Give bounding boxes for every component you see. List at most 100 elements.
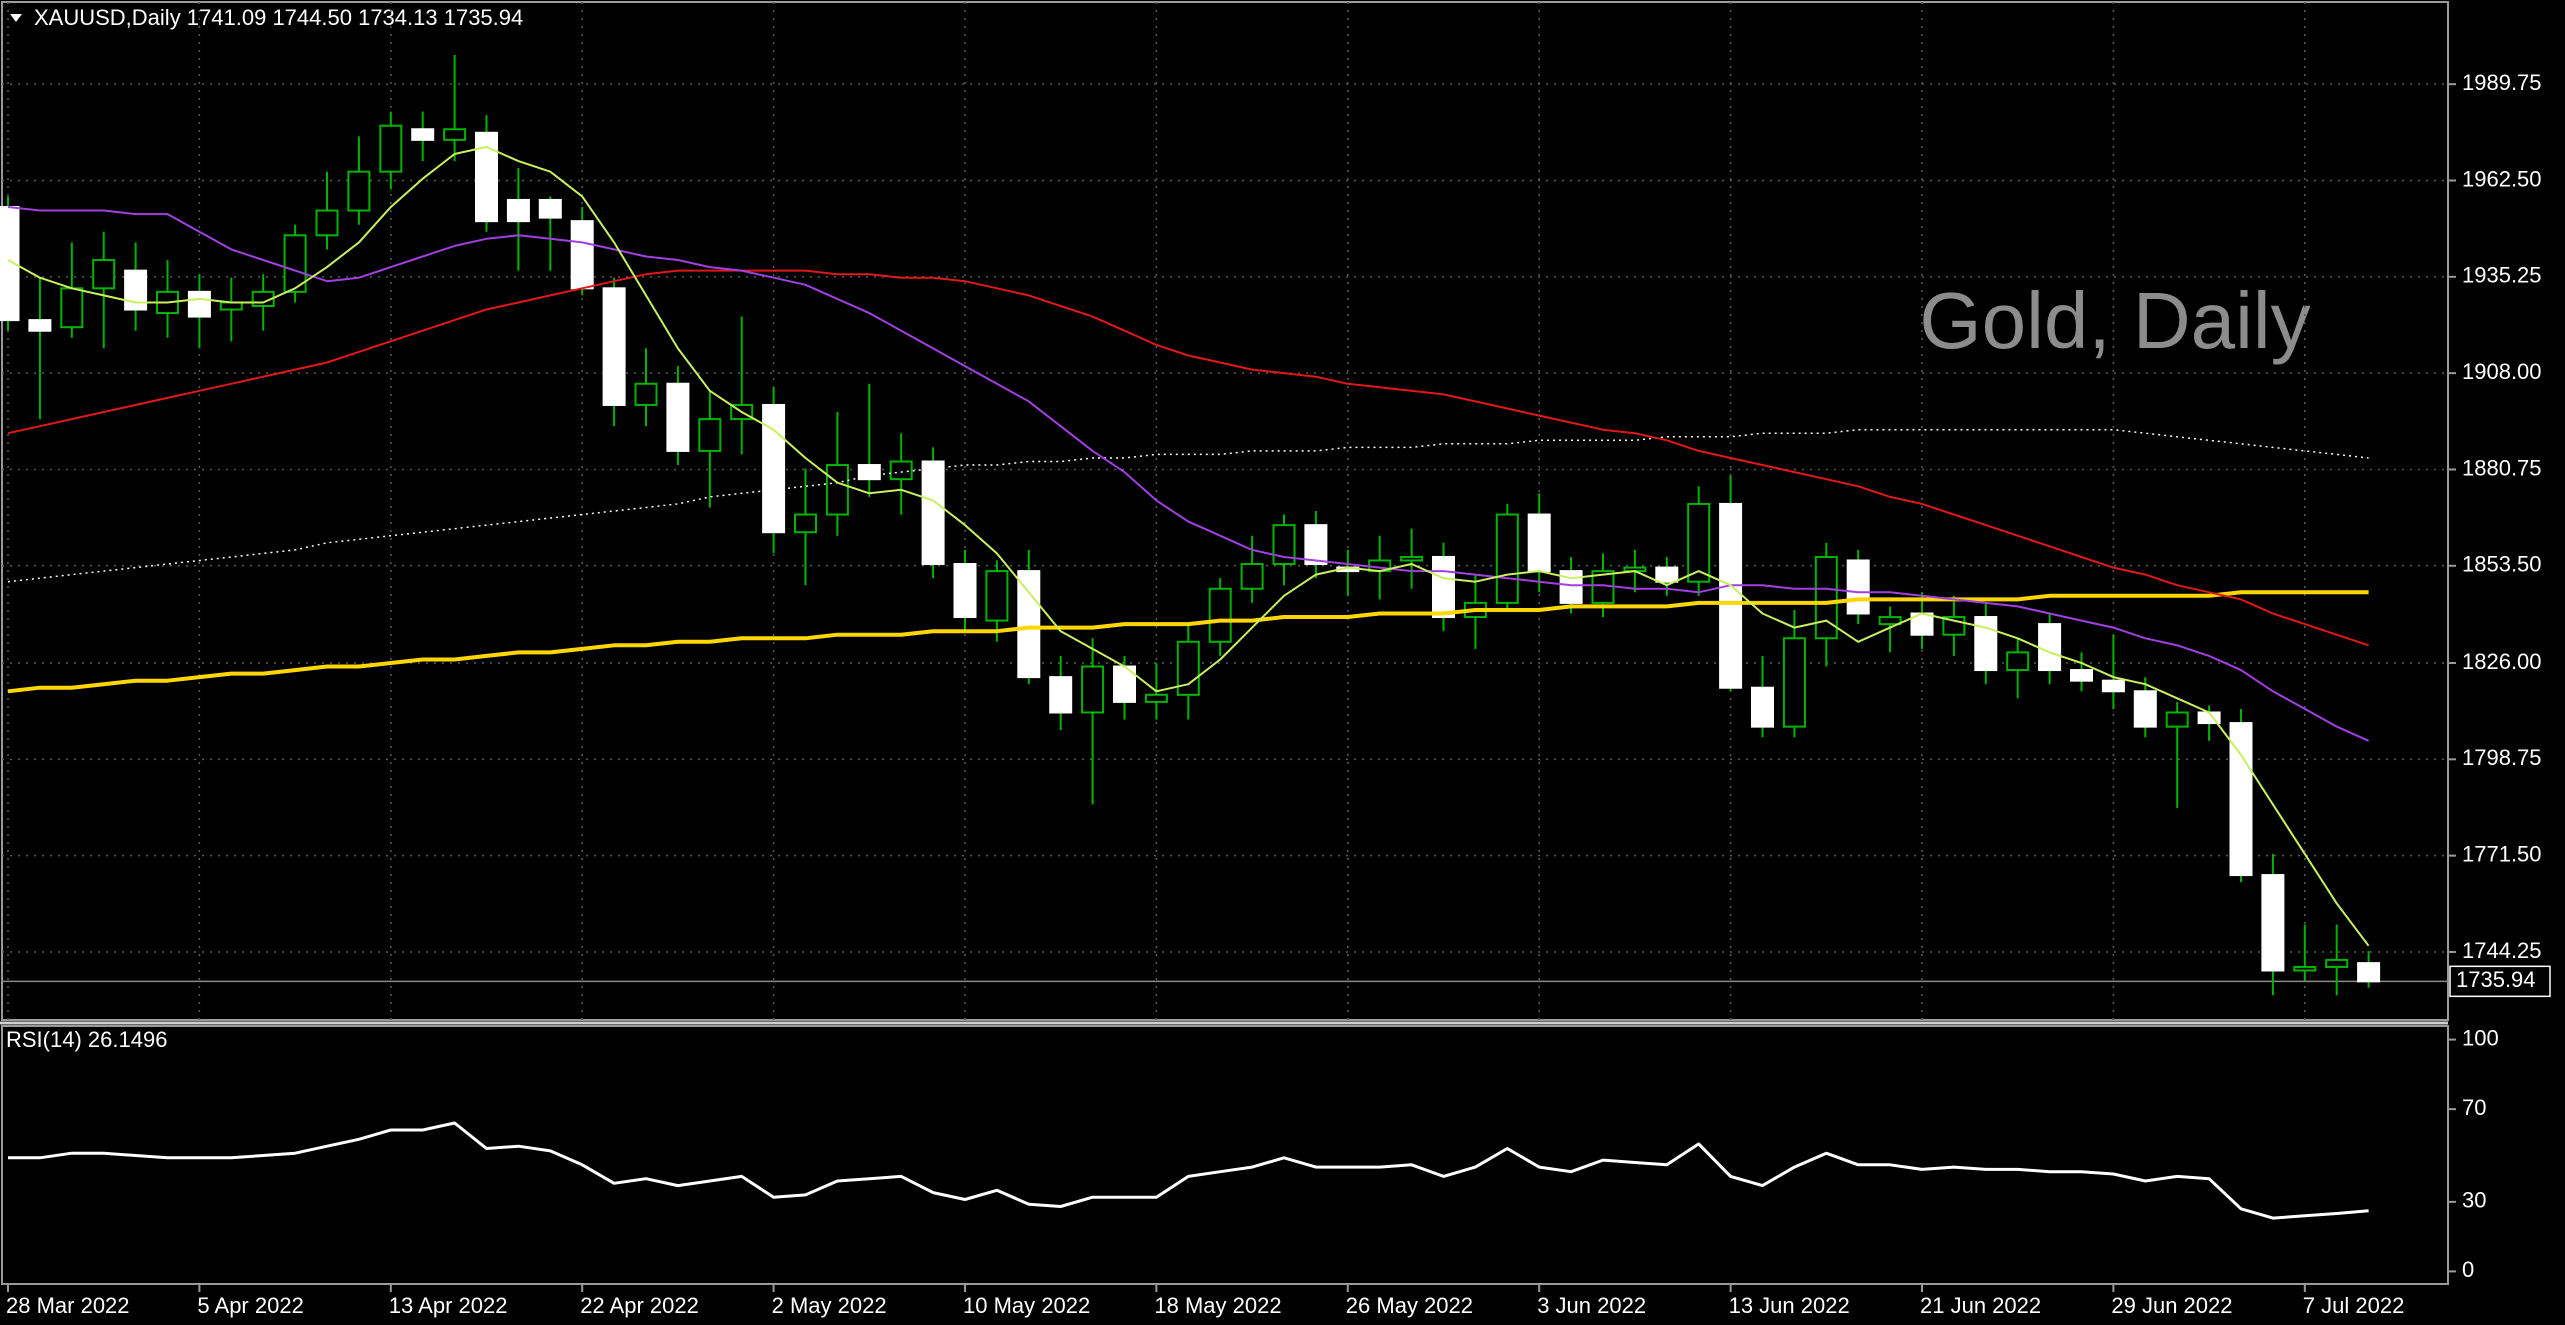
candle-body: [1719, 502, 1743, 689]
x-tick-label: 2 May 2022: [772, 1293, 887, 1318]
candle-body: [2070, 669, 2093, 682]
candle-body: [921, 460, 945, 566]
candle-body: [219, 301, 243, 311]
candle-body: [889, 460, 913, 481]
candle-body: [1049, 676, 1073, 714]
candle-body: [762, 403, 786, 534]
y-tick-label: 1771.50: [2462, 841, 2542, 866]
candle-body: [1176, 640, 1200, 696]
x-tick-label: 13 Apr 2022: [389, 1293, 508, 1318]
candle-body: [698, 418, 722, 452]
candle-body: [985, 570, 1009, 622]
candle-body: [634, 382, 658, 406]
candle-body: [1272, 524, 1296, 566]
candle-body: [1655, 566, 1679, 583]
candle-body: [187, 290, 211, 318]
x-tick-label: 29 Jun 2022: [2111, 1293, 2232, 1318]
moving-average-line: [7, 269, 2369, 647]
candle-body: [1814, 555, 1838, 640]
rsi-title: RSI(14) 26.1496: [6, 1027, 167, 1052]
candle-body: [379, 124, 403, 173]
candle-body: [124, 269, 148, 311]
y-tick-label: 0: [2462, 1257, 2474, 1282]
candle-body: [506, 198, 530, 223]
candle-body: [794, 513, 817, 534]
candle-body: [2038, 623, 2062, 672]
candle-body: [411, 128, 435, 141]
candle-body: [1559, 570, 1583, 604]
y-tick-label: 1935.25: [2462, 263, 2542, 288]
candle-body: [92, 259, 116, 290]
rsi-panel-frame: [1, 1025, 2449, 1285]
y-tick-label: 1826.00: [2462, 649, 2542, 674]
candle-body: [28, 319, 52, 332]
candle-body: [1878, 616, 1902, 626]
candle-body: [1304, 524, 1328, 566]
x-tick-label: 26 May 2022: [1346, 1293, 1473, 1318]
moving-average-line: [7, 428, 2369, 583]
x-tick-label: 21 Jun 2022: [1920, 1293, 2041, 1318]
y-tick-label: 1798.75: [2462, 745, 2542, 770]
candle-body: [2006, 651, 2030, 672]
candle-body: [60, 287, 84, 329]
candle-body: [1081, 665, 1105, 714]
candle-body: [315, 209, 339, 237]
x-tick-label: 13 Jun 2022: [1729, 1293, 1850, 1318]
candle-body: [1495, 513, 1519, 604]
candle-body: [2133, 690, 2157, 728]
y-tick-label: 70: [2462, 1095, 2486, 1120]
candle-body: [2229, 722, 2253, 877]
current-price-tag: 1735.94: [2449, 965, 2551, 998]
x-tick-label: 5 Apr 2022: [197, 1293, 303, 1318]
candle-body: [1846, 559, 1870, 615]
candle-body: [2165, 711, 2189, 728]
candle-body: [953, 563, 977, 619]
candle-body: [570, 220, 594, 290]
candle-body: [1751, 686, 1774, 728]
candle-body: [2325, 958, 2349, 968]
candle-body: [1144, 693, 1168, 703]
candle-body: [2101, 679, 2125, 693]
candle-body: [347, 170, 371, 212]
x-tick-label: 18 May 2022: [1154, 1293, 1281, 1318]
rsi-line: [8, 1121, 2369, 1220]
candle-body: [1432, 555, 1455, 619]
candle-body: [2357, 962, 2381, 983]
candle-body: [443, 128, 467, 141]
current-price-label: 1735.94: [2456, 967, 2536, 992]
candle-body: [1017, 570, 1041, 679]
moving-average-line: [7, 590, 2369, 694]
x-tick-label: 28 Mar 2022: [6, 1293, 130, 1318]
chart-title: XAUUSD,Daily 1741.09 1744.50 1734.13 173…: [34, 5, 523, 30]
candle-body: [1687, 502, 1711, 583]
collapse-icon: [10, 14, 22, 22]
x-tick-label: 10 May 2022: [963, 1293, 1090, 1318]
candle-body: [283, 234, 307, 293]
moving-average-line: [7, 145, 2370, 947]
x-tick-label: 22 Apr 2022: [580, 1293, 699, 1318]
current-price-box: [2449, 965, 2551, 998]
candle-body: [2293, 965, 2317, 972]
candle-body: [1782, 637, 1806, 728]
candle-body: [666, 382, 690, 452]
candle-body: [1240, 563, 1264, 590]
y-tick-label: 1744.25: [2462, 938, 2542, 963]
x-tick-label: 3 Jun 2022: [1537, 1293, 1646, 1318]
y-tick-label: 1880.75: [2462, 455, 2542, 480]
watermark: Gold, Daily: [1919, 276, 2310, 365]
candle-body: [2261, 874, 2285, 972]
candle-body: [825, 464, 849, 516]
main-panel-frame: [1, 1, 2449, 1021]
y-tick-label: 30: [2462, 1188, 2486, 1213]
candle-body: [602, 287, 626, 406]
y-tick-label: 1962.50: [2462, 166, 2542, 191]
candle-body: [857, 464, 881, 481]
y-tick-label: 1908.00: [2462, 359, 2542, 384]
candle-body: [1400, 555, 1424, 562]
candle-body: [1527, 513, 1551, 573]
candle-body: [475, 131, 498, 223]
candle-body: [538, 198, 562, 219]
